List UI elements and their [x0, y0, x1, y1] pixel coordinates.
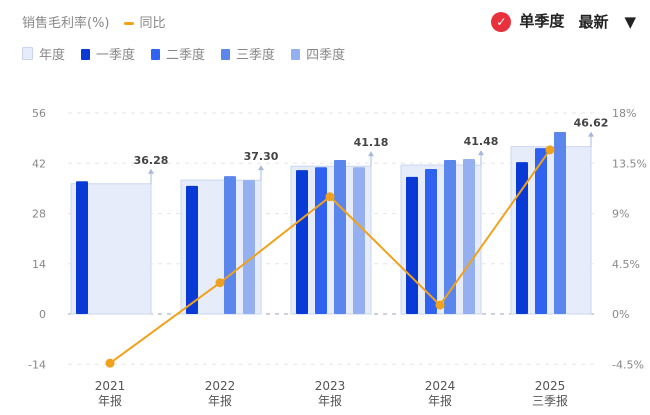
- check-icon: ✓: [491, 12, 512, 32]
- y-right-tick: -4.5%: [612, 358, 644, 371]
- quarter-bar: [334, 160, 346, 314]
- yoy-point: [325, 192, 335, 202]
- quarter-bar: [554, 132, 566, 314]
- legend-q4[interactable]: 四季度: [291, 44, 345, 63]
- y-left-tick: 0: [39, 308, 46, 321]
- quarter-bar: [353, 167, 365, 314]
- x-tick-year: 2023: [315, 379, 346, 393]
- annual-arrow-icon: [148, 168, 154, 174]
- quarter-bar: [186, 185, 198, 314]
- quarter-bar: [243, 180, 255, 314]
- x-tick-year: 2025: [535, 379, 566, 393]
- y-left-tick: -14: [28, 358, 46, 371]
- y-left-tick: 42: [32, 157, 46, 170]
- quarter-bar: [463, 158, 475, 314]
- legend-q1[interactable]: 一季度: [81, 44, 135, 63]
- yoy-point: [435, 300, 445, 310]
- y-right-tick: 4.5%: [612, 258, 640, 271]
- metric-title: 销售毛利率(%): [22, 16, 110, 31]
- latest-dropdown[interactable]: 最新 ▼: [578, 12, 636, 31]
- yoy-dash-icon: [123, 22, 134, 25]
- legend-annual[interactable]: 年度: [22, 44, 65, 63]
- quarter-bar: [296, 170, 308, 314]
- chart-header: 销售毛利率(%) 同比: [22, 12, 166, 31]
- quarter-bar: [76, 181, 88, 314]
- annual-label: 46.62: [574, 117, 609, 130]
- x-tick-year: 2024: [425, 379, 456, 393]
- yoy-point: [545, 145, 555, 155]
- x-tick-type: 年报: [428, 393, 452, 408]
- legend-q3[interactable]: 三季度: [221, 44, 275, 63]
- controls: ✓ 单季度 最新 ▼: [491, 10, 636, 32]
- quarter-bar: [425, 168, 437, 314]
- annual-arrow-icon: [588, 131, 594, 137]
- quarter-bar: [224, 176, 236, 314]
- x-tick-type: 三季报: [532, 393, 568, 408]
- annual-arrow-icon: [258, 165, 264, 171]
- quarter-bar: [516, 162, 528, 314]
- quarter-bar: [444, 160, 456, 314]
- yoy-point: [105, 358, 115, 368]
- legend: 年度 一季度 二季度 三季度 四季度: [22, 44, 345, 63]
- x-tick-type: 年报: [318, 393, 342, 408]
- yoy-legend: 同比: [123, 12, 166, 31]
- y-left-tick: 56: [32, 107, 46, 120]
- annual-arrow-icon: [368, 151, 374, 157]
- annual-label: 36.28: [134, 154, 169, 167]
- x-tick-year: 2022: [205, 379, 236, 393]
- caret-down-icon: ▼: [624, 12, 636, 31]
- annual-label: 37.30: [244, 150, 279, 163]
- quarter-bar: [535, 148, 547, 314]
- y-right-tick: 0%: [612, 308, 629, 321]
- annual-arrow-icon: [478, 150, 484, 156]
- yoy-point: [215, 278, 225, 288]
- x-tick-year: 2021: [95, 379, 126, 393]
- quarter-bar: [406, 176, 418, 314]
- x-tick-type: 年报: [98, 393, 122, 408]
- y-right-tick: 18%: [612, 107, 636, 120]
- y-right-tick: 9%: [612, 208, 629, 221]
- y-left-tick: 28: [32, 208, 46, 221]
- y-left-tick: 14: [32, 258, 46, 271]
- single-quarter-toggle[interactable]: ✓ 单季度: [491, 10, 564, 32]
- x-tick-type: 年报: [208, 393, 232, 408]
- annual-label: 41.48: [464, 135, 499, 148]
- annual-label: 41.18: [354, 136, 389, 149]
- y-right-tick: 13.5%: [612, 157, 647, 170]
- quarter-bar: [315, 167, 327, 314]
- legend-q2[interactable]: 二季度: [151, 44, 205, 63]
